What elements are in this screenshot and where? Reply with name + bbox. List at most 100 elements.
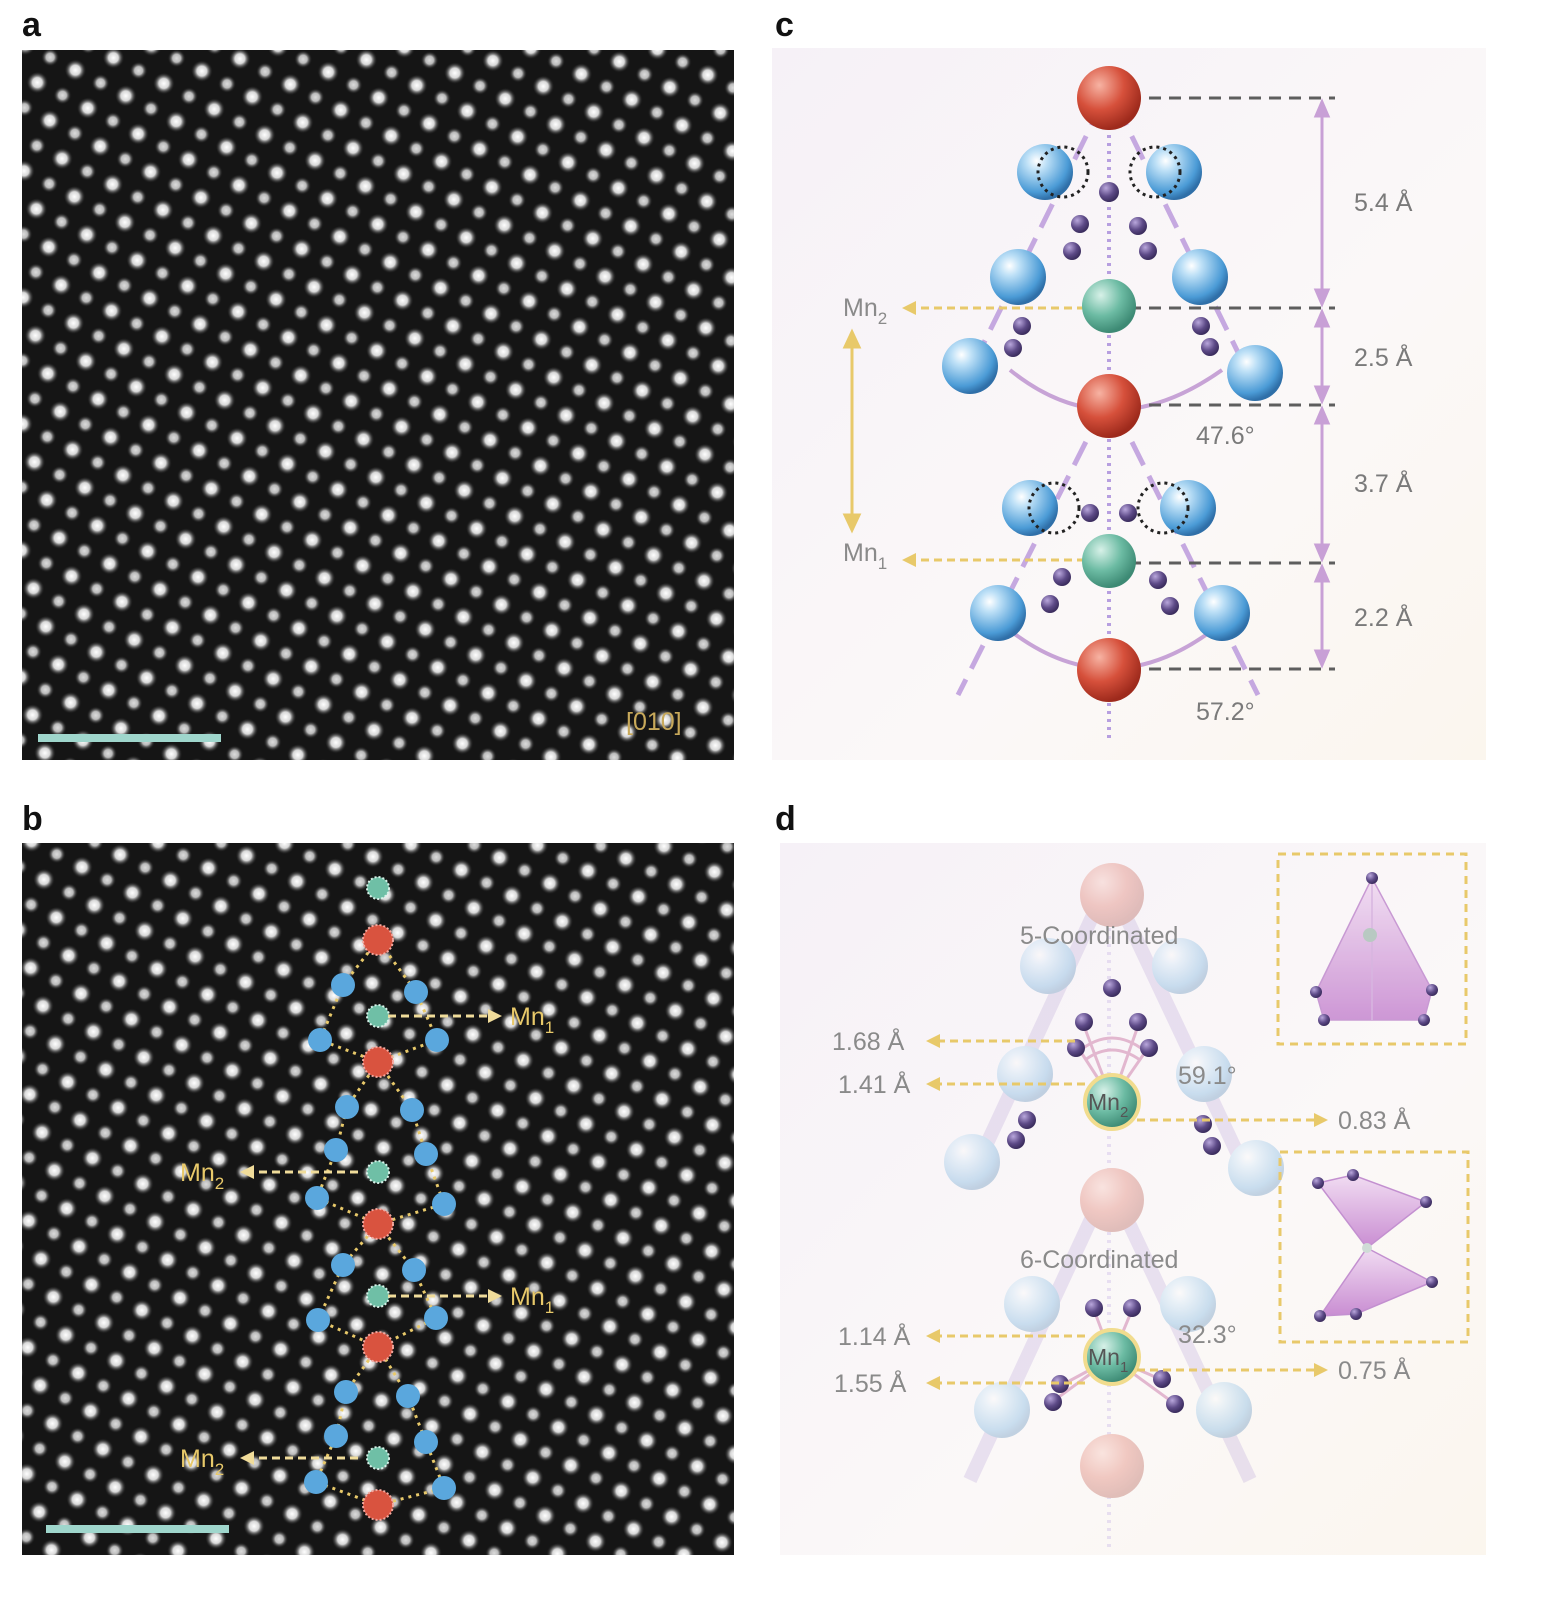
blue-atom <box>1194 585 1250 641</box>
bond6-label-2: 1.55 Å <box>834 1368 907 1398</box>
blue-atom <box>324 1424 348 1448</box>
o-atom <box>1077 66 1141 130</box>
panel-c: c <box>772 6 1486 760</box>
distance-label-2: 2.5 Å <box>1354 342 1413 372</box>
purple-atom <box>1139 242 1157 260</box>
blue-atom <box>1172 249 1228 305</box>
c-distance-arrows <box>1313 98 1331 669</box>
mn2-label-d: Mn2 <box>1088 1089 1128 1121</box>
purple-atom <box>1099 182 1119 202</box>
o-atom <box>362 1489 394 1521</box>
faded-structure <box>944 863 1284 1550</box>
blue-atom <box>396 1384 420 1408</box>
vacancy-marker <box>1136 481 1190 535</box>
o-atom <box>362 924 394 956</box>
purple-atom <box>1129 217 1147 235</box>
blue-atom <box>432 1476 456 1500</box>
purple-atom <box>1071 215 1089 233</box>
bond5-label-2: 1.41 Å <box>838 1069 911 1099</box>
angle-label-upper: 47.6° <box>1196 422 1255 450</box>
purple-atom <box>1041 595 1059 613</box>
blue-atom <box>1146 144 1202 200</box>
blue-atom <box>402 1258 426 1282</box>
coord5-label: 5-Coordinated <box>1020 922 1178 950</box>
blue-atom <box>331 1253 355 1277</box>
angle-label-lower: 57.2° <box>1196 698 1255 726</box>
shift6-label: 0.75 Å <box>1338 1355 1411 1385</box>
arrowheads-b <box>240 1009 502 1465</box>
mn2-label-c: Mn2 <box>843 294 887 328</box>
blue-atom <box>335 1095 359 1119</box>
purple-atom <box>1161 597 1179 615</box>
c-diagonals <box>955 100 1261 697</box>
panel-a-letter: a <box>22 6 42 44</box>
blue-atom <box>400 1098 424 1122</box>
vacancy-marker <box>1128 145 1182 199</box>
mn-atom <box>366 876 390 900</box>
blue-atom <box>334 1380 358 1404</box>
vacancy-marker <box>1027 481 1081 535</box>
blue-atom <box>942 338 998 394</box>
coord6-label: 6-Coordinated <box>1020 1246 1178 1274</box>
blue-atom <box>424 1306 448 1330</box>
o-atom <box>1077 374 1141 438</box>
distance-label-3: 3.7 Å <box>1354 468 1413 498</box>
purple-atom <box>1201 338 1219 356</box>
purple-atom <box>1013 317 1031 335</box>
blue-atom <box>305 1186 329 1210</box>
blue-atom <box>414 1142 438 1166</box>
blue-atom <box>404 980 428 1004</box>
mn1-label-b-bottom: Mn1 <box>510 1283 554 1317</box>
distance-label-4: 2.2 Å <box>1354 602 1413 632</box>
mn1-label-b-top: Mn1 <box>510 1003 554 1037</box>
blue-atom <box>432 1192 456 1216</box>
d-arrowheads <box>926 1034 1328 1390</box>
purple-atom <box>1192 317 1210 335</box>
purple-atom <box>1149 571 1167 589</box>
mn1-polyhedron: Mn1 <box>1044 1299 1184 1413</box>
angle5-label: 59.1° <box>1178 1062 1237 1090</box>
distance-label-1: 5.4 Å <box>1354 187 1413 217</box>
mn-separation-arrow <box>842 328 862 534</box>
o-atom <box>362 1046 394 1078</box>
bond5-label-1: 1.68 Å <box>832 1026 905 1056</box>
blue-atom <box>414 1430 438 1454</box>
panel-c-letter: c <box>775 6 794 44</box>
bond6-label-1: 1.14 Å <box>838 1321 911 1351</box>
mn1-label-d: Mn1 <box>1088 1344 1128 1376</box>
mn-atom <box>366 1446 390 1470</box>
mn1-label-c: Mn1 <box>843 539 887 573</box>
blue-atom <box>308 1028 332 1052</box>
mn-atom <box>366 1004 390 1028</box>
stem-image-b <box>22 843 734 1555</box>
blue-atom <box>425 1028 449 1052</box>
blue-atom <box>1017 144 1073 200</box>
mn2-label-b-top: Mn2 <box>180 1159 224 1193</box>
panel-d-letter: d <box>775 800 796 838</box>
purple-atom <box>1119 504 1137 522</box>
d-leaders <box>938 1039 1316 1385</box>
c-reference-lines <box>1109 96 1335 671</box>
inset-pyramid <box>1276 852 1468 1046</box>
mn2-polyhedron: Mn2 <box>1007 979 1221 1155</box>
vacancy-marker <box>1036 145 1090 199</box>
scale-bar-b <box>46 1525 229 1533</box>
blue-atom <box>1227 345 1283 401</box>
mn-arrows-b <box>252 1014 490 1460</box>
mn-leaders-c <box>913 306 1085 562</box>
purple-atom <box>1081 504 1099 522</box>
panel-b: b <box>22 800 734 1555</box>
angle6-label: 32.3° <box>1178 1321 1237 1349</box>
mn2-label-b-bottom: Mn2 <box>180 1445 224 1479</box>
o-atom <box>362 1331 394 1363</box>
shift5-label: 0.83 Å <box>1338 1105 1411 1135</box>
o-atom <box>362 1208 394 1240</box>
inset-bipyramid <box>1278 1150 1470 1344</box>
o-atom <box>1077 638 1141 702</box>
panel-b-letter: b <box>22 800 43 838</box>
blue-atom <box>324 1138 348 1162</box>
purple-atom <box>1063 242 1081 260</box>
panel-a: a [010] <box>22 6 734 760</box>
blue-atom <box>970 585 1026 641</box>
zone-axis-label: [010] <box>626 708 682 736</box>
